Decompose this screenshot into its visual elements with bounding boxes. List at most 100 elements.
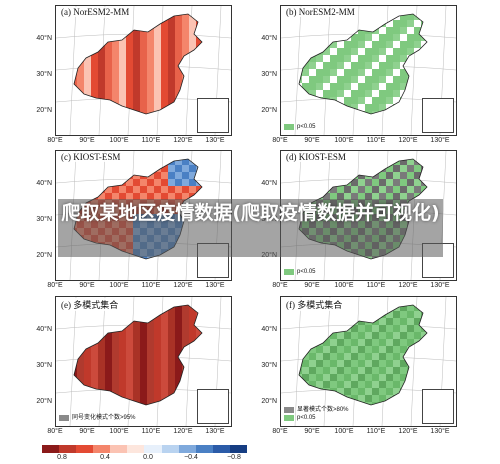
grid-cell	[161, 55, 168, 62]
grid-cell	[358, 186, 365, 193]
grid-cell	[344, 388, 351, 395]
grid-cell	[77, 27, 84, 34]
grid-cell	[386, 34, 393, 41]
meridian-line	[294, 297, 302, 426]
grid-cell	[168, 325, 175, 332]
colorbar-segment	[161, 445, 179, 453]
grid-cell	[98, 186, 105, 193]
grid-cell	[330, 277, 337, 280]
grid-cell	[386, 402, 393, 405]
grid-cell	[351, 263, 358, 270]
lat-label: 30°N	[261, 362, 277, 369]
grid-cell	[119, 367, 126, 374]
grid-cell	[119, 332, 126, 339]
grid-cell	[105, 118, 112, 125]
grid-cell	[316, 353, 323, 360]
grid-cell	[210, 332, 217, 339]
grid-cell	[407, 111, 414, 114]
map-e	[56, 297, 231, 426]
grid-cell	[372, 360, 379, 367]
grid-cell	[189, 360, 196, 367]
grid-cell	[140, 55, 147, 62]
grid-cell	[210, 304, 217, 311]
grid-cell	[365, 388, 372, 395]
grid-cell	[414, 97, 421, 104]
grid-cell	[379, 69, 386, 76]
grid-cell	[428, 34, 435, 41]
grid-cell	[189, 34, 196, 41]
grid-cell	[105, 83, 112, 90]
grid-cell	[112, 186, 119, 193]
grid-cell	[379, 27, 386, 34]
grid-cell	[140, 41, 147, 48]
grid-cell	[168, 20, 175, 27]
grid-cell	[344, 339, 351, 346]
grid-cell	[393, 55, 400, 62]
grid-cell	[133, 332, 140, 339]
grid-cell	[63, 90, 70, 97]
grid-cell	[435, 13, 442, 20]
grid-cell	[407, 339, 414, 346]
grid-cell	[299, 332, 302, 339]
grid-cell	[126, 159, 133, 165]
grid-cell	[365, 83, 372, 90]
grid-cell	[126, 69, 133, 76]
grid-cell	[400, 311, 407, 318]
colorbar-tick-label: −0.8	[227, 454, 241, 461]
grid-cell	[337, 111, 344, 114]
grid-cell	[428, 13, 435, 20]
grid-cell	[288, 172, 295, 179]
grid-cell	[140, 172, 147, 179]
grid-cell	[428, 20, 435, 27]
grid-cell	[379, 48, 386, 55]
grid-cell	[379, 374, 386, 381]
grid-cell	[316, 111, 323, 114]
grid-cell	[393, 367, 400, 374]
grid-cell	[161, 151, 168, 158]
grid-cell	[379, 62, 386, 69]
grid-cell	[175, 263, 182, 270]
lon-label: 120°E	[173, 282, 193, 289]
grid-cell	[344, 374, 351, 381]
grid-cell	[119, 270, 126, 277]
grid-cell	[414, 332, 421, 339]
grid-cell	[337, 34, 344, 41]
grid-cell	[358, 193, 365, 200]
grid-cell	[428, 69, 435, 76]
grid-cell	[372, 159, 379, 165]
grid-cell	[358, 76, 365, 83]
grid-cell	[126, 104, 133, 111]
grid-cell	[147, 55, 154, 62]
grid-cell	[351, 395, 358, 402]
grid-cell	[91, 381, 98, 388]
grid-cell	[323, 83, 330, 90]
grid-cell	[302, 97, 309, 104]
grid-cell	[299, 34, 302, 41]
grid-cell	[189, 90, 196, 97]
grid-cell	[449, 90, 456, 97]
grid-cell	[84, 374, 91, 381]
grid-cell	[337, 318, 344, 325]
grid-cell	[281, 90, 288, 97]
grid-cell	[337, 346, 344, 353]
grid-cell	[84, 325, 91, 332]
grid-cell	[372, 311, 379, 318]
grid-cell	[358, 62, 365, 69]
grid-cell	[393, 311, 400, 318]
grid-cell	[386, 55, 393, 62]
grid-cell	[421, 90, 427, 97]
grid-cell	[365, 118, 372, 125]
grid-cell	[386, 339, 393, 346]
grid-cell	[421, 346, 427, 353]
grid-cell	[323, 41, 330, 48]
grid-cell	[372, 416, 379, 423]
grid-cell	[56, 62, 63, 69]
grid-cell	[189, 6, 196, 13]
grid-cell	[414, 277, 421, 280]
grid-cell	[70, 277, 77, 280]
grid-cell	[147, 277, 154, 280]
grid-cell	[168, 388, 175, 395]
grid-cell	[77, 76, 84, 83]
grid-cell	[182, 423, 189, 426]
grid-cell	[168, 55, 175, 62]
